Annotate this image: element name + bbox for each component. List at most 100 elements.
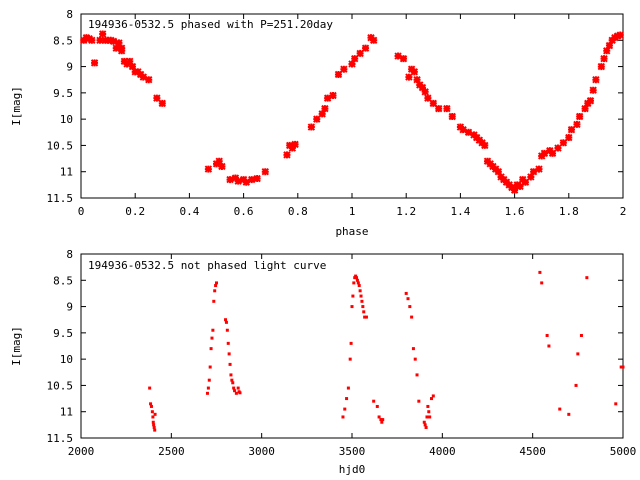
unphased-data-point: [151, 415, 155, 419]
unphased-data-point: [225, 328, 229, 332]
unphased-data-point: [380, 420, 384, 424]
phased-data-point: [399, 54, 408, 63]
unphased-y-tick-label: 8.5: [53, 274, 73, 287]
phased-data-point: [318, 110, 326, 118]
unphased-data-point: [213, 289, 217, 293]
phased-data-point: [510, 186, 519, 194]
phased-y-axis-label: I[mag]: [10, 86, 23, 126]
phased-data-point: [126, 57, 134, 66]
unphased-data-point: [214, 284, 218, 288]
phased-data-point: [589, 86, 597, 94]
phased-data-point: [109, 37, 118, 46]
unphased-data-point: [215, 281, 218, 285]
unphased-y-tick-label: 9.5: [53, 327, 73, 340]
phased-data-point: [351, 54, 359, 63]
phased-x-tick-label: 0.8: [288, 205, 308, 218]
phased-data-point: [548, 149, 557, 158]
unphased-data-point: [362, 310, 366, 314]
phased-data-point: [535, 165, 543, 173]
unphased-data-point: [149, 402, 153, 406]
unphased-data-point: [224, 320, 228, 324]
unphased-data-point: [354, 274, 358, 278]
phased-data-point: [597, 62, 606, 71]
unphased-data-point: [231, 381, 235, 385]
phased-data-point: [429, 99, 438, 108]
unphased-x-tick-label: 3000: [248, 445, 275, 458]
phased-data-point: [603, 47, 611, 55]
unphased-data-point: [348, 357, 352, 361]
unphased-x-tick-label: 2500: [158, 445, 185, 458]
phased-data-point: [234, 177, 242, 185]
unphased-x-tick-label: 4500: [519, 445, 546, 458]
unphased-data-point: [428, 415, 432, 419]
unphased-data-point: [206, 386, 210, 390]
phased-data-point: [242, 178, 251, 186]
unphased-x-tick-label: 4000: [429, 445, 456, 458]
unphased-data-point: [585, 276, 589, 280]
phased-data-point: [145, 76, 153, 84]
unphased-data-point: [149, 404, 153, 408]
unphased-data-point: [372, 399, 376, 403]
phased-data-point: [405, 73, 413, 81]
unphased-data-point: [410, 315, 414, 319]
phased-y-tick-label: 9: [66, 61, 73, 74]
unphased-data-point: [229, 373, 233, 377]
phased-data-point: [340, 65, 348, 73]
phased-data-point: [261, 168, 269, 176]
unphased-data-point: [360, 299, 364, 303]
phased-data-point: [369, 36, 378, 44]
unphased-x-tick-label: 5000: [610, 445, 637, 458]
phased-y-tick-label: 11: [60, 166, 73, 179]
phased-data-point: [540, 149, 549, 158]
phased-data-point: [410, 68, 419, 76]
unphased-data-point: [426, 404, 430, 408]
phased-x-tick-label: 2: [620, 205, 627, 218]
phased-data-point: [586, 97, 595, 105]
phased-data-point: [481, 141, 489, 150]
unphased-data-point: [230, 378, 234, 382]
unphased-data-point: [353, 276, 357, 280]
phased-data-point: [616, 31, 624, 39]
phased-data-point: [329, 91, 337, 100]
phased-data-point: [443, 104, 451, 113]
phased-data-point: [613, 32, 622, 40]
phased-data-point: [218, 162, 226, 171]
phased-data-point: [253, 174, 261, 183]
unphased-data-point: [538, 270, 542, 274]
unphased-data-point: [364, 315, 368, 319]
phased-x-tick-label: 1.8: [559, 205, 579, 218]
unphased-data-point: [567, 412, 571, 416]
phased-data-point: [573, 120, 581, 129]
unphased-data-point: [621, 365, 625, 369]
phased-data-point: [516, 182, 524, 191]
phased-data-point: [529, 168, 538, 176]
unphased-data-point: [350, 305, 354, 309]
unphased-data-point: [423, 423, 427, 427]
phased-data-point: [158, 99, 167, 108]
unphased-data-point: [212, 299, 216, 303]
unphased-data-point: [408, 305, 412, 309]
unphased-data-point: [234, 391, 238, 395]
unphased-data-point: [211, 328, 215, 332]
phased-data-point: [291, 140, 299, 149]
unphased-y-tick-label: 9: [66, 301, 73, 314]
phased-y-tick-label: 11.5: [47, 192, 74, 205]
phased-data-point: [424, 94, 432, 102]
phased-data-point: [581, 104, 589, 113]
unphased-data-point: [356, 281, 360, 285]
phased-data-point: [575, 112, 584, 121]
phased-x-tick-label: 0.2: [125, 205, 145, 218]
phased-data-point: [153, 94, 161, 102]
unphased-data-point: [205, 391, 209, 395]
unphased-data-point: [346, 386, 350, 390]
unphased-data-point: [619, 365, 623, 369]
unphased-x-tick-label: 2000: [68, 445, 95, 458]
unphased-y-tick-label: 10: [60, 353, 73, 366]
unphased-data-point: [363, 315, 367, 319]
phased-chart-title: 194936-0532.5 phased with P=251.20day: [88, 18, 333, 31]
unphased-data-point: [341, 415, 345, 419]
phased-x-tick-label: 1.2: [396, 205, 416, 218]
phased-data-point: [459, 125, 467, 134]
phased-data-point: [448, 112, 456, 121]
unphased-data-point: [377, 415, 381, 419]
